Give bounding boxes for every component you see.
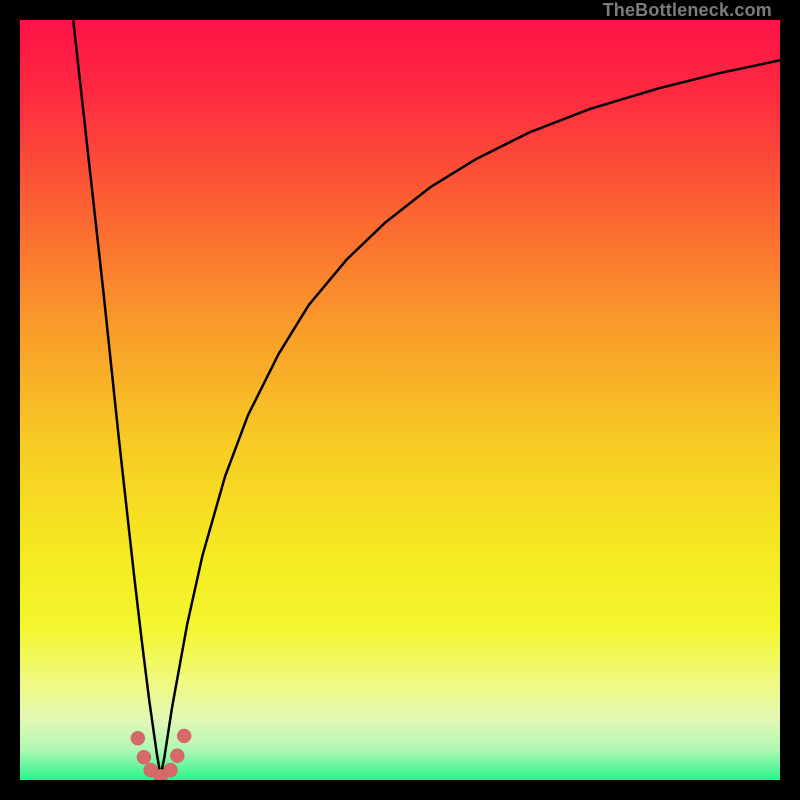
bottleneck-curve xyxy=(20,20,780,780)
curve-left-branch xyxy=(73,20,160,776)
chart-frame: TheBottleneck.com xyxy=(0,0,800,800)
marker-dot xyxy=(170,749,184,763)
marker-dot xyxy=(177,729,191,743)
marker-dot xyxy=(163,763,177,777)
watermark-text: TheBottleneck.com xyxy=(603,0,772,21)
marker-dot xyxy=(137,750,151,764)
curve-right-branch xyxy=(161,60,780,776)
marker-dot xyxy=(131,731,145,745)
plot-area xyxy=(20,20,780,780)
cusp-markers xyxy=(131,729,191,780)
